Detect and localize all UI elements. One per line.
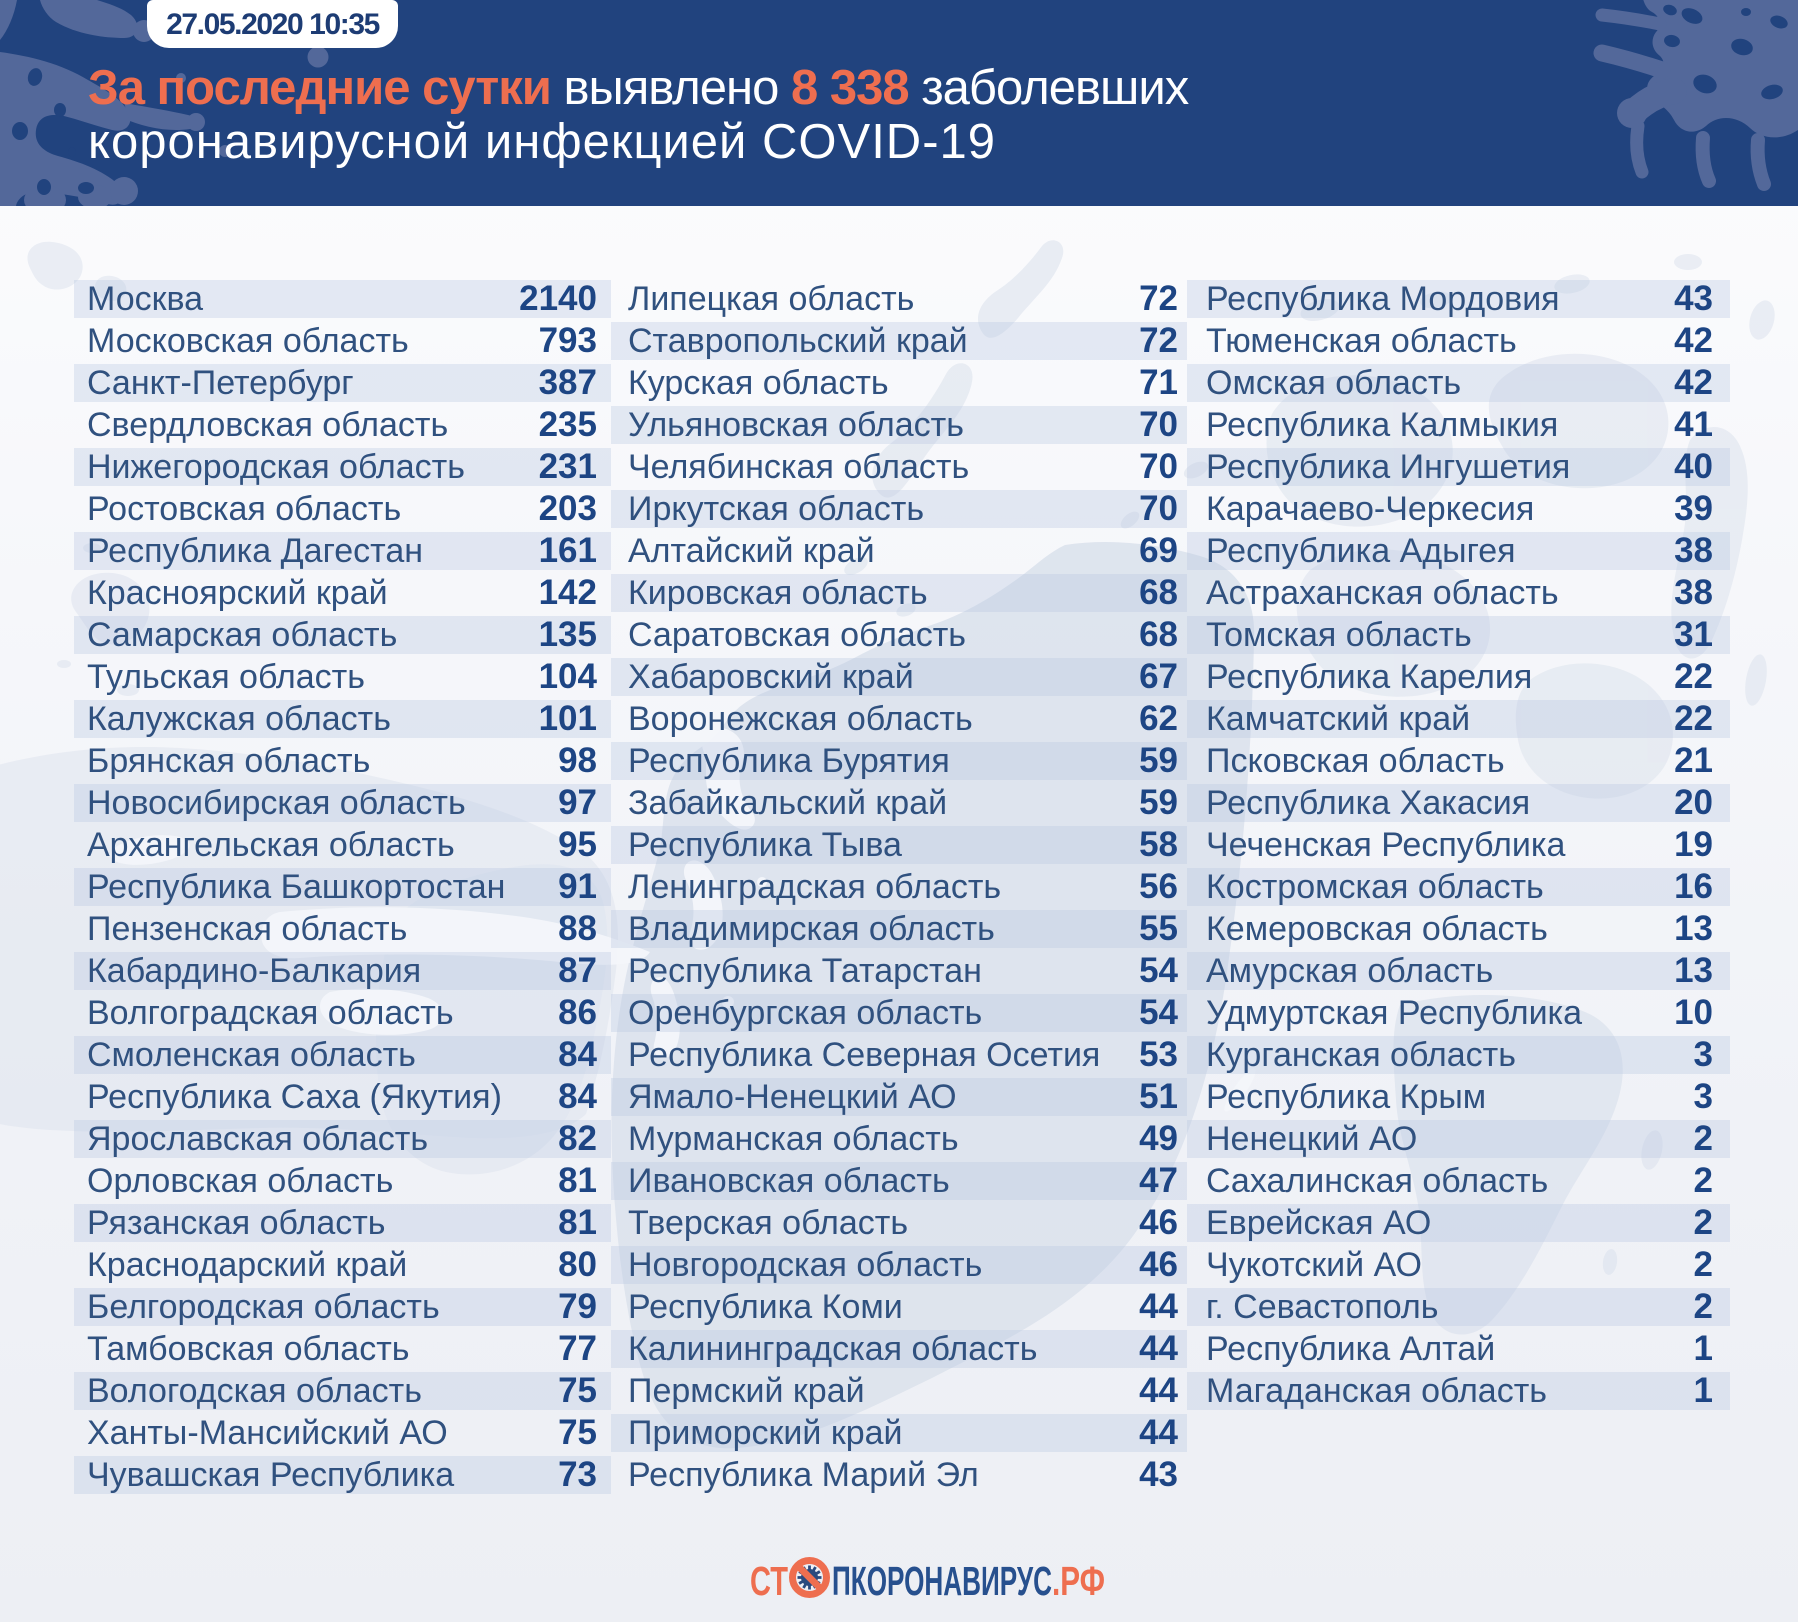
svg-text:.РФ: .РФ [1052, 1558, 1105, 1604]
svg-text:СТ: СТ [750, 1558, 788, 1604]
svg-text:ПКОРОНАВИРУС: ПКОРОНАВИРУС [832, 1558, 1052, 1604]
